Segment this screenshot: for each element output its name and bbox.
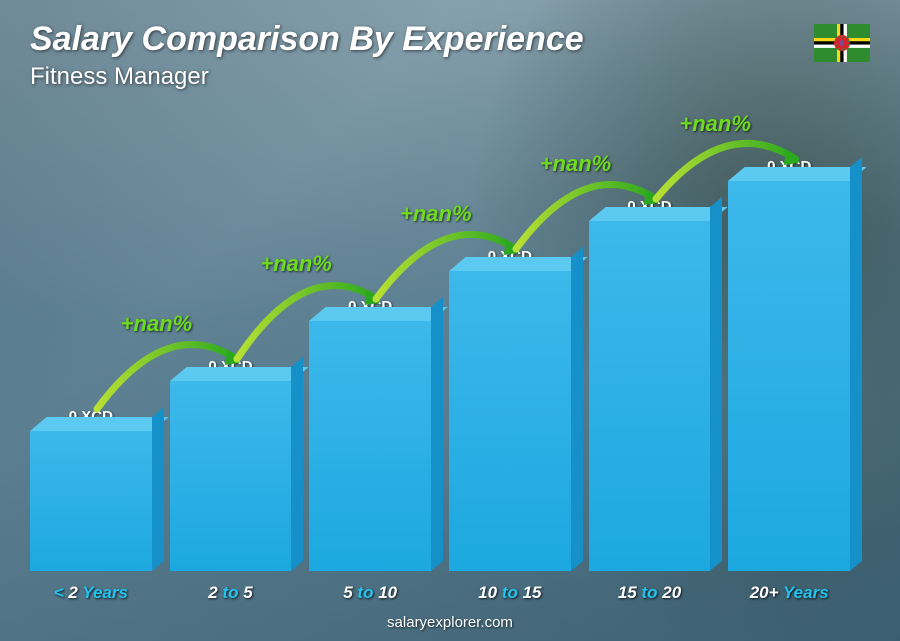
bar-top-face — [449, 257, 587, 271]
bar-group: 0 XCD — [728, 158, 850, 571]
x-axis-label: 15 to 20 — [589, 583, 711, 603]
bar-3d — [728, 181, 850, 571]
bar-side-face — [710, 197, 722, 571]
chart-title: Salary Comparison By Experience — [30, 20, 870, 59]
bar-front-face — [589, 221, 711, 571]
bar-top-face — [170, 367, 308, 381]
bar-top-face — [589, 207, 727, 221]
bar-front-face — [30, 431, 152, 571]
chart-subtitle: Fitness Manager — [30, 63, 870, 91]
bar-top-face — [309, 307, 447, 321]
bar-side-face — [431, 297, 443, 571]
bar-3d — [589, 221, 711, 571]
x-axis-label: 10 to 15 — [449, 583, 571, 603]
bar-front-face — [309, 321, 431, 571]
increase-label: +nan% — [121, 311, 193, 337]
increase-label: +nan% — [400, 201, 472, 227]
increase-label: +nan% — [540, 151, 612, 177]
bar-front-face — [728, 181, 850, 571]
bar-side-face — [571, 247, 583, 571]
bar-3d — [449, 271, 571, 571]
x-axis-label: 2 to 5 — [170, 583, 292, 603]
header: Salary Comparison By Experience Fitness … — [30, 20, 870, 91]
bar-side-face — [152, 407, 164, 571]
increase-label: +nan% — [260, 251, 332, 277]
increase-label: +nan% — [679, 111, 751, 137]
flag-icon — [814, 24, 870, 62]
bar-top-face — [30, 417, 168, 431]
x-axis-labels: < 2 Years 2 to 5 5 to 10 10 to 15 15 to 20 20… — [30, 583, 850, 603]
footer-attribution: salaryexplorer.com — [0, 614, 900, 631]
bar-top-face — [728, 167, 866, 181]
x-axis-label: 5 to 10 — [309, 583, 431, 603]
bar-group: 0 XCD — [309, 298, 431, 571]
bar-group: 0 XCD — [170, 358, 292, 571]
bar-side-face — [850, 157, 862, 571]
bar-front-face — [449, 271, 571, 571]
bar-group: 0 XCD — [30, 408, 152, 571]
bar-side-face — [291, 357, 303, 571]
bar-3d — [170, 381, 292, 571]
bar-chart: 0 XCD0 XCD0 XCD0 XCD0 XCD0 XCD+nan% +nan… — [30, 110, 850, 571]
bar-front-face — [170, 381, 292, 571]
bar-3d — [309, 321, 431, 571]
bar-3d — [30, 431, 152, 571]
x-axis-label: < 2 Years — [30, 583, 152, 603]
bar-group: 0 XCD — [449, 248, 571, 571]
x-axis-label: 20+ Years — [728, 583, 850, 603]
bar-group: 0 XCD — [589, 198, 711, 571]
